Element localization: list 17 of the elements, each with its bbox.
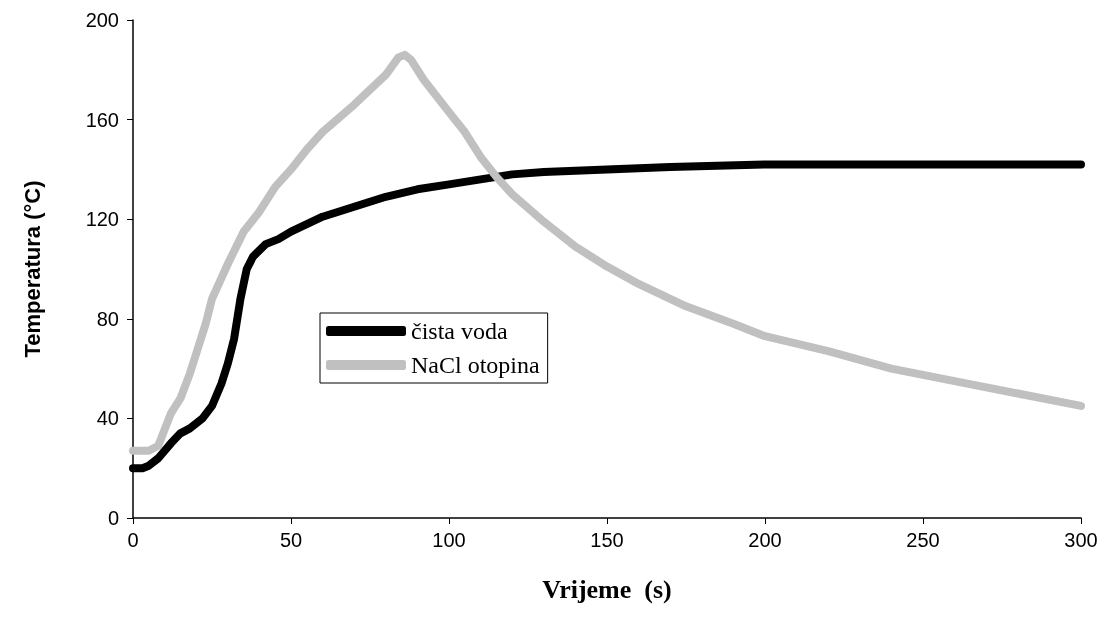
x-tick-label: 300: [1064, 529, 1098, 551]
y-tick-label: 200: [85, 9, 119, 31]
legend-label: čista voda: [411, 318, 508, 344]
y-tick-label: 160: [85, 108, 119, 131]
y-tick-label: 40: [96, 407, 119, 430]
y-axis-title: Temperatura (°C): [19, 180, 45, 358]
y-tick-label: 0: [107, 507, 119, 529]
x-tick-label: 50: [279, 529, 303, 551]
x-axis-title: Vrijeme (s): [542, 574, 672, 604]
legend-label: NaCl otopina: [411, 352, 540, 378]
x-tick-label: 200: [748, 529, 782, 551]
x-tick-label: 0: [127, 529, 139, 551]
x-tick-label: 150: [590, 529, 624, 551]
x-tick-label: 100: [432, 529, 466, 551]
x-tick-label: 250: [906, 529, 940, 551]
y-tick-label: 80: [96, 307, 119, 330]
y-tick-label: 120: [85, 208, 119, 231]
